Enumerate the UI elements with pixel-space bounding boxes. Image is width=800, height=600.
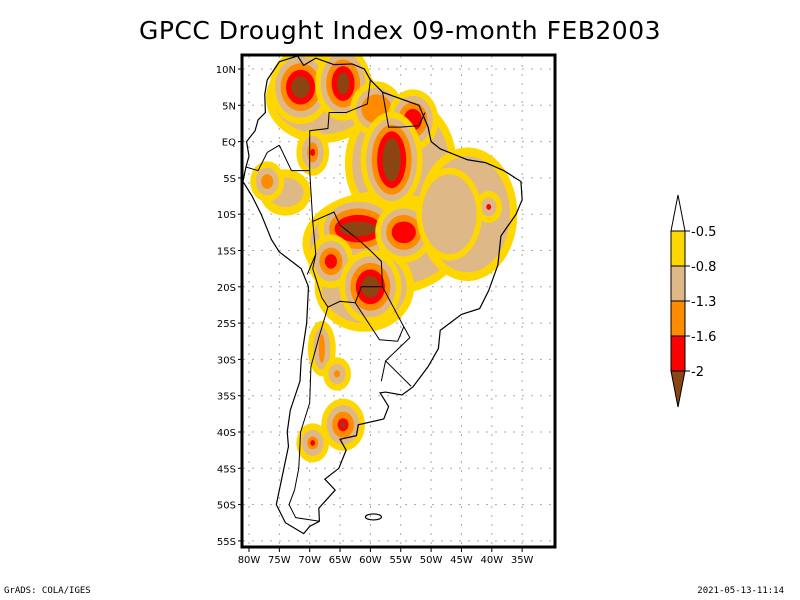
country-border (309, 79, 371, 171)
lon-tick-label: 65W (329, 555, 352, 566)
drought-area-mato-grosso (391, 221, 416, 244)
lat-tick-label: 50S (217, 501, 236, 512)
legend-label: -0.8 (691, 260, 716, 275)
lat-tick-label: 30S (217, 355, 236, 366)
drought-area-peru-north (261, 174, 274, 189)
lat-tick-label: 40S (217, 428, 236, 439)
country-border (306, 253, 317, 275)
legend-swatch (670, 230, 686, 267)
legend-label: -1.3 (691, 295, 716, 310)
color-legend: -0.5 -0.8 -1.3 -1.6 -2 (670, 194, 716, 408)
lat-tick-label: 10S (217, 210, 236, 221)
lat-tick-label: 10N (216, 65, 236, 76)
grads-credit: GrADS: COLA/IGES (4, 586, 91, 596)
lat-tick-label: 5N (222, 101, 236, 112)
lon-tick-label: 40W (480, 555, 503, 566)
map-frame (240, 53, 557, 549)
legend-label: -2 (691, 365, 704, 380)
country-border (245, 144, 280, 172)
legend-swatch (670, 300, 686, 337)
lat-tick-label: 55S (217, 537, 236, 548)
legend-swatch (670, 335, 686, 372)
legend-label: -1.6 (691, 330, 716, 345)
drought-area-patagonia-north (340, 421, 346, 428)
lat-tick-label: 15S (217, 247, 236, 258)
legend-swatch (670, 265, 686, 302)
lon-tick-label: 55W (389, 555, 412, 566)
lon-tick-label: 80W (238, 555, 261, 566)
lon-tick-label: 70W (298, 555, 321, 566)
lat-tick-label: EQ (222, 138, 236, 149)
drought-area-nordeste (486, 204, 492, 210)
country-border (278, 145, 292, 171)
lat-tick-label: 20S (217, 283, 236, 294)
lon-tick-label: 60W (359, 555, 382, 566)
lat-tick-label: 5S (223, 174, 236, 185)
lon-tick-label: 75W (268, 555, 291, 566)
timestamp: 2021-05-13-11:14 (697, 586, 784, 596)
lat-tick-label: 35S (217, 392, 236, 403)
legend-bottom-arrow (670, 370, 686, 408)
legend-label: -0.5 (691, 225, 716, 240)
country-border (380, 360, 387, 382)
drought-area-rondonia (340, 221, 377, 236)
coastlines (243, 56, 523, 535)
legend-top-arrow (670, 194, 686, 232)
drought-area-argentina-cuyo (333, 370, 341, 378)
country-border (354, 302, 405, 342)
drought-area-tocantins (421, 174, 477, 255)
lon-tick-label: 45W (450, 555, 473, 566)
chart-title: GPCC Drought Index 09-month FEB2003 (138, 16, 662, 45)
drought-area-neuquen (310, 439, 316, 446)
drought-area-bolivia (324, 254, 338, 269)
drought-area-venezuela-east (337, 72, 350, 95)
drought-area-amazon-east (382, 137, 401, 182)
country-border (288, 306, 329, 522)
lat-tick-label: 25S (217, 319, 236, 330)
drought-area-argentina-nw (318, 333, 325, 364)
drought-area-venezuela-andes (291, 76, 310, 99)
drought-area-colombia-south (310, 148, 316, 157)
country-border (382, 92, 426, 128)
falkland-islands (364, 513, 383, 521)
drought-shading (250, 56, 518, 463)
lon-tick-label: 35W (511, 555, 534, 566)
lat-tick-label: 45S (217, 464, 236, 475)
axis-ticks: 10N 5N EQ 5S 10S 15S 20S 25S 30S 35S 40S 45S 50S 55S8… (216, 65, 534, 566)
lon-tick-label: 50W (420, 555, 443, 566)
